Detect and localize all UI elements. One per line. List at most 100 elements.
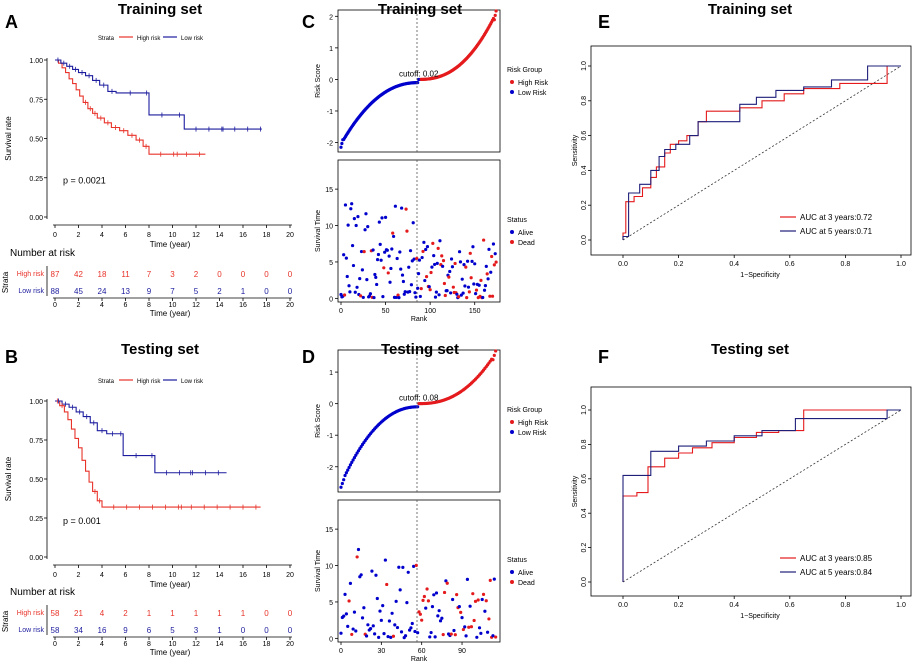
roc-curve-5-years — [622, 409, 901, 582]
panel-title: Testing set — [121, 341, 199, 358]
legend-dead-marker — [510, 240, 514, 244]
x-tick-label: 20 — [286, 572, 294, 579]
legend-5yr-label: AUC at 5 years:0.71 — [800, 227, 873, 236]
status-point-alive — [479, 631, 483, 635]
status-point-dead — [415, 256, 419, 261]
status-point-alive — [380, 216, 384, 220]
status-point-alive — [353, 290, 357, 294]
status-point-alive — [441, 264, 445, 268]
panel-label: E — [598, 12, 610, 32]
roc-y-tick-label: 0.2 — [581, 543, 588, 553]
status-point-alive — [413, 629, 417, 634]
status-point-alive — [397, 565, 401, 569]
status-point-alive — [484, 264, 488, 268]
status-point-alive — [463, 625, 467, 629]
status-point-alive — [465, 259, 470, 263]
status-point-dead — [421, 598, 425, 602]
risk-point-low — [340, 141, 344, 146]
roc-x-tick-label: 0.6 — [785, 602, 795, 609]
status-point-dead — [386, 271, 390, 275]
risk-high-count: 0 — [217, 270, 222, 279]
y-tick-label: 0.00 — [29, 555, 43, 562]
x-tick-label: 2 — [77, 232, 81, 239]
y-tick-label: 0.50 — [29, 477, 43, 484]
status-point-alive — [359, 249, 364, 254]
status-point-alive — [403, 634, 408, 638]
roc-y-tick-label: 0.4 — [581, 508, 588, 518]
p-value: p = 0.001 — [63, 516, 101, 526]
legend-high-label: High Risk — [518, 80, 548, 87]
x-tick-label: 14 — [216, 232, 224, 239]
risk-row-high-label: High risk — [17, 271, 45, 278]
status-point-alive — [381, 604, 385, 608]
survival-time-frame — [337, 159, 501, 303]
risk-point-low — [342, 478, 346, 482]
status-point-alive — [365, 278, 369, 282]
risk-table-title: Number at risk — [10, 587, 76, 598]
status-point-alive — [440, 616, 444, 620]
risk-low-count: 0 — [241, 626, 246, 635]
status-point-dead — [490, 254, 494, 259]
risk-x-tick-label: 6 — [124, 302, 128, 309]
risk-x-tick-label: 0 — [53, 302, 57, 309]
risk-x-tick-label: 0 — [53, 641, 57, 648]
risk-high-count: 3 — [170, 270, 175, 279]
status-point-alive — [402, 292, 406, 296]
risk-low-count: 58 — [51, 626, 60, 635]
st-y-tick-label: 0 — [329, 636, 333, 643]
risk-high-count: 1 — [170, 609, 175, 618]
status-point-alive — [430, 265, 434, 269]
km-panel-b: B Testing set Strata High risk Low risk 0.00 0… — [1, 341, 294, 657]
status-point-dead — [457, 295, 461, 299]
risk-x-tick-label: 16 — [239, 641, 247, 648]
status-point-alive — [417, 258, 422, 262]
status-point-alive — [383, 250, 387, 254]
roc-y-axis-label: Sensitivity — [572, 475, 579, 507]
x-tick-label: 10 — [169, 232, 177, 239]
roc-y-tick-label: 0.0 — [581, 235, 588, 245]
risk-x-tick-label: 18 — [263, 302, 271, 309]
status-point-alive — [464, 634, 468, 638]
panel-title: Training set — [118, 1, 202, 18]
legend-dead-label: Dead — [518, 580, 535, 587]
risk-x-tick-label: 10 — [169, 641, 177, 648]
status-point-alive — [398, 588, 402, 592]
roc-y-tick-label: 1.0 — [581, 61, 588, 71]
risk-y-tick-label: -1 — [327, 109, 333, 116]
status-point-alive — [394, 599, 398, 603]
status-point-alive — [356, 547, 361, 552]
legend-alive-marker — [510, 570, 514, 574]
panel-label: C — [302, 12, 315, 32]
status-point-dead — [418, 612, 422, 616]
st-x-tick-label: 0 — [339, 648, 343, 655]
y-tick-label: 1.00 — [29, 399, 43, 406]
status-point-alive — [366, 623, 370, 627]
panel-title: Training set — [708, 1, 792, 18]
survival-time-frame — [337, 499, 501, 643]
risk-y-tick-label: 2 — [329, 14, 333, 21]
risk-point-low — [347, 465, 351, 470]
status-point-alive — [372, 295, 376, 300]
risk-high-count: 2 — [123, 609, 128, 618]
status-point-dead — [355, 555, 359, 559]
risk-low-count: 0 — [264, 626, 269, 635]
status-point-alive — [368, 292, 373, 296]
legend-high-label: High risk — [137, 379, 161, 385]
status-point-alive — [366, 224, 370, 229]
status-point-alive — [473, 262, 477, 266]
status-point-alive — [377, 635, 381, 639]
st-x-tick-label: 60 — [418, 648, 426, 655]
status-point-alive — [433, 262, 437, 267]
status-point-dead — [422, 594, 426, 599]
status-point-dead — [417, 610, 421, 614]
risk-x-tick-label: 18 — [263, 641, 271, 648]
status-point-alive — [356, 215, 360, 219]
status-point-alive — [370, 569, 374, 573]
status-point-alive — [436, 614, 440, 618]
status-point-alive — [457, 250, 462, 254]
status-point-alive — [382, 631, 386, 636]
status-point-alive — [352, 610, 357, 614]
risk-x-tick-label: 8 — [147, 302, 151, 309]
status-point-dead — [445, 581, 449, 585]
st-x-tick-label: 100 — [424, 308, 436, 315]
